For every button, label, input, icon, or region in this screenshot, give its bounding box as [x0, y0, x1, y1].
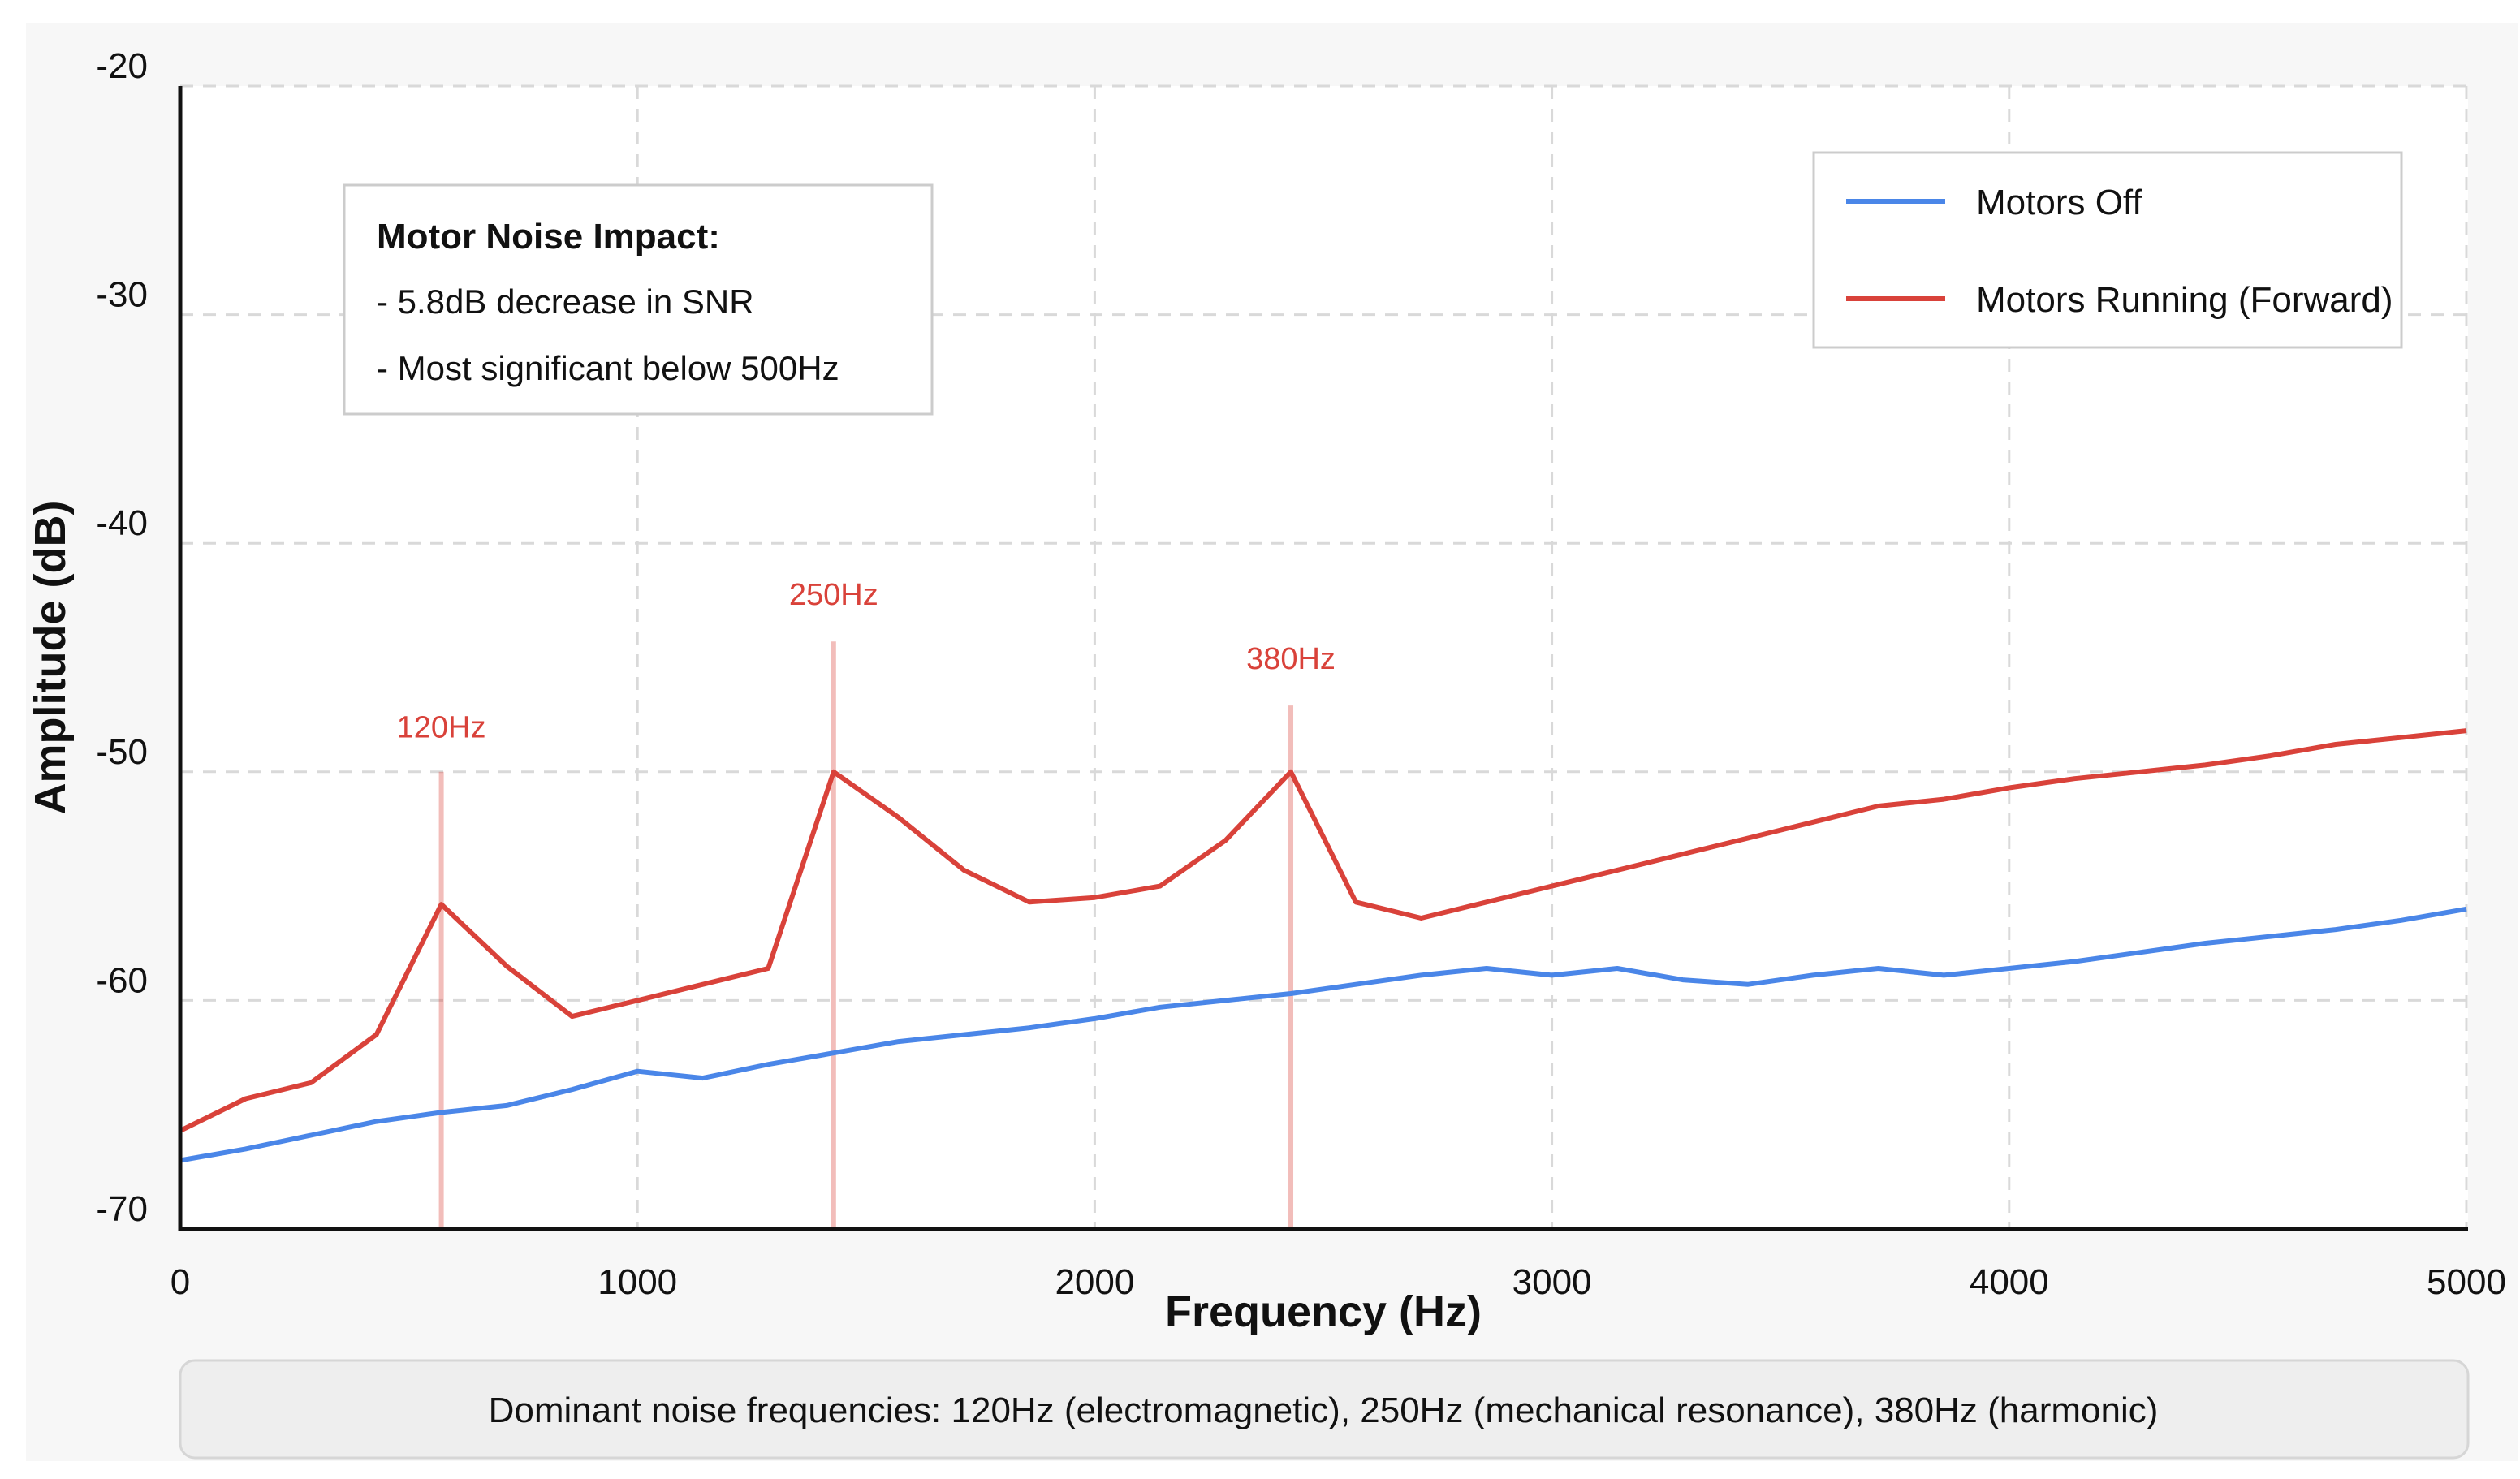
annotation-frame: [343, 183, 934, 416]
legend-frame: [1812, 151, 2403, 349]
x-tick-label: 4000: [1970, 1262, 2049, 1302]
x-axis-title: Frequency (Hz): [1165, 1287, 1482, 1336]
y-tick-label: -30: [96, 275, 148, 315]
peak-label: 250Hz: [789, 578, 878, 612]
x-tick-label: 3000: [1512, 1262, 1592, 1302]
tick-labels: 0 1000 2000 3000 4000 5000 -20 -30 -40 -50 -60 -70: [96, 46, 2506, 1302]
y-tick-label: -40: [96, 503, 148, 543]
peak-label: 380Hz: [1246, 642, 1336, 676]
series-line-0: [179, 906, 2467, 1163]
footer-note: Dominant noise frequencies: 120Hz (elect…: [179, 1359, 2470, 1460]
annotation-line-2: - Most significant below 500Hz: [377, 349, 839, 387]
legend: Motors Off Motors Running (Forward): [1812, 151, 2403, 349]
x-tick-label: 2000: [1055, 1262, 1134, 1302]
peak-label: 120Hz: [397, 711, 486, 745]
annotation-box: Motor Noise Impact: - 5.8dB decrease in …: [343, 183, 934, 416]
annotation-line-1: - 5.8dB decrease in SNR: [377, 282, 754, 321]
x-tick-label: 5000: [2427, 1262, 2506, 1302]
annotation-title: Motor Noise Impact:: [377, 217, 720, 257]
legend-label-motors-running: Motors Running (Forward): [1976, 280, 2393, 320]
footer-box: [179, 1359, 2470, 1460]
peak-markers: 120Hz 250Hz 380Hz: [397, 578, 1336, 1229]
y-tick-label: -20: [96, 46, 148, 86]
x-tick-label: 1000: [598, 1262, 677, 1302]
series-line-1: [179, 728, 2467, 1133]
y-tick-label: -50: [96, 732, 148, 772]
legend-label-motors-off: Motors Off: [1976, 183, 2142, 222]
footer-text: Dominant noise frequencies: 120Hz (elect…: [489, 1391, 2159, 1430]
y-tick-label: -60: [96, 960, 148, 1000]
x-tick-label: 0: [170, 1262, 190, 1302]
data-series: [179, 728, 2467, 1163]
y-tick-label: -70: [96, 1189, 148, 1229]
y-axis-title: Amplitude (dB): [26, 501, 75, 815]
